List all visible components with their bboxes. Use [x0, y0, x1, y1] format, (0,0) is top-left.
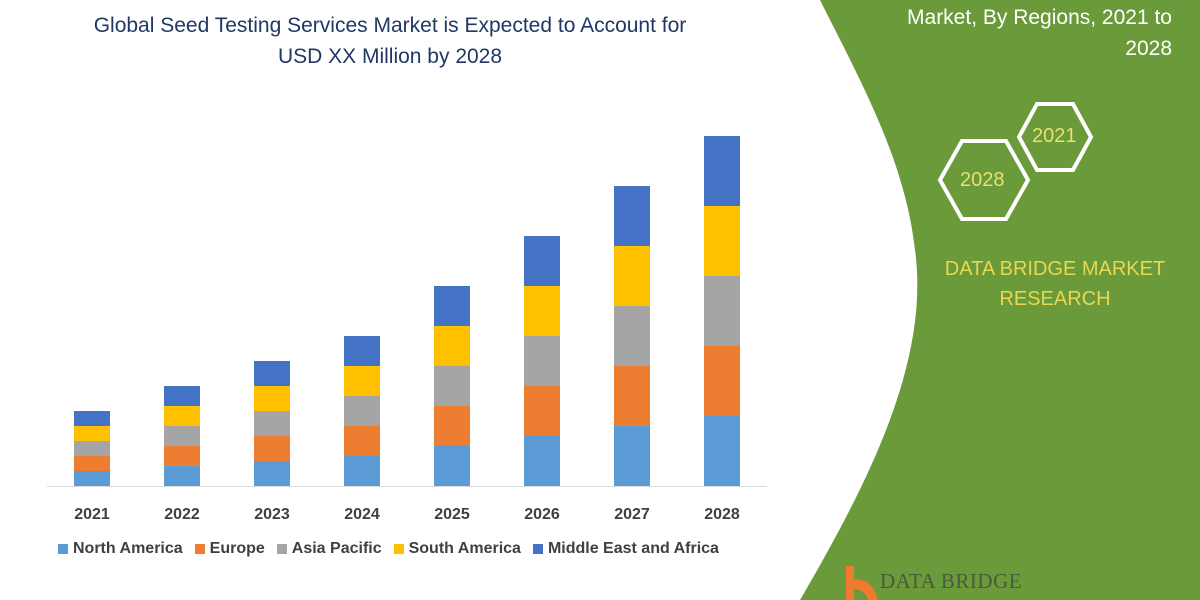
- legend-item: Europe: [194, 540, 265, 558]
- logo-text: DATA BRIDGE: [880, 569, 1023, 593]
- green-panel: [800, 0, 1200, 600]
- legend-swatch: [532, 544, 543, 554]
- bar-2028-asia-pacific: [704, 276, 740, 346]
- legend-swatch: [58, 544, 68, 554]
- bar-2026-europe: [524, 386, 560, 436]
- hexagon-2021: [1016, 102, 1094, 172]
- chart-title: Global Seed Testing Services Market is E…: [40, 10, 740, 72]
- bar-2023-south-america: [254, 386, 290, 411]
- x-tick-label: 2028: [704, 506, 740, 523]
- panel-title: Market, By Regions, 2021 to 2028: [852, 2, 1172, 64]
- bar-2023-europe: [254, 436, 290, 461]
- bar-2026-north-america: [524, 436, 560, 486]
- legend-swatch: [194, 544, 205, 554]
- legend: North America Europe Asia Pacific South Ame…: [58, 540, 719, 558]
- bar-2021-south-america: [74, 426, 110, 441]
- brand-line-1: DATA BRIDGE MARKET: [944, 258, 1166, 280]
- legend-label: Europe: [209, 540, 265, 557]
- bar-2027-south-america: [614, 246, 650, 306]
- bar-2027-europe: [614, 366, 650, 426]
- legend-item: Middle East and Africa: [532, 540, 719, 558]
- legend-label: North America: [73, 540, 183, 557]
- bar-2023-north-america: [254, 461, 290, 486]
- bar-2026-middle-east-and-africa: [524, 236, 560, 286]
- legend-item: South America: [393, 540, 521, 558]
- bar-2024-north-america: [344, 456, 380, 486]
- bar-2022-south-america: [164, 406, 200, 426]
- x-tick-label: 2024: [344, 506, 380, 523]
- bar-2022-north-america: [164, 466, 200, 486]
- legend-swatch: [393, 544, 404, 554]
- bar-2026-south-america: [524, 286, 560, 336]
- x-tick-label: 2026: [524, 506, 560, 523]
- bar-2025-middle-east-and-africa: [434, 286, 470, 326]
- bar-2022-asia-pacific: [164, 426, 200, 446]
- hex-label-2021: 2021: [1032, 125, 1077, 147]
- title-line-2: USD XX Million by 2028: [277, 45, 503, 68]
- bar-2025-north-america: [434, 446, 470, 486]
- bar-2022-europe: [164, 446, 200, 466]
- stacked-bar-chart: 2021 2022 2023 2024 2025 2026 2027 2028: [47, 136, 767, 523]
- bar-2024-europe: [344, 426, 380, 456]
- legend-swatch: [276, 544, 287, 554]
- brand-line-2: RESEARCH: [999, 288, 1111, 310]
- bar-2023-middle-east-and-africa: [254, 361, 290, 386]
- x-tick-label: 2022: [164, 506, 200, 523]
- bar-2028-europe: [704, 346, 740, 416]
- x-tick-label: 2023: [254, 506, 290, 523]
- title-line-1: Global Seed Testing Services Market is E…: [93, 14, 687, 37]
- bar-2027-asia-pacific: [614, 306, 650, 366]
- bar-2028-north-america: [704, 416, 740, 486]
- bar-2024-south-america: [344, 366, 380, 396]
- bar-2025-europe: [434, 406, 470, 446]
- bar-2025-asia-pacific: [434, 366, 470, 406]
- legend-label: Middle East and Africa: [547, 540, 719, 557]
- panel-title-line-1: Market, By Regions, 2021 to: [907, 6, 1172, 29]
- x-tick-label: 2027: [614, 506, 650, 523]
- brand-text: DATA BRIDGE MARKET RESEARCH: [920, 254, 1190, 314]
- legend-label: Asia Pacific: [291, 540, 382, 557]
- bar-2021-middle-east-and-africa: [74, 411, 110, 426]
- legend-item: North America: [58, 540, 183, 558]
- bar-2028-south-america: [704, 206, 740, 276]
- bar-2028-middle-east-and-africa: [704, 136, 740, 206]
- bar-2027-middle-east-and-africa: [614, 186, 650, 246]
- bar-2022-middle-east-and-africa: [164, 386, 200, 406]
- bar-2021-asia-pacific: [74, 441, 110, 456]
- logo-mark: [846, 566, 878, 600]
- bar-2026-asia-pacific: [524, 336, 560, 386]
- bar-2023-asia-pacific: [254, 411, 290, 436]
- x-tick-label: 2021: [74, 506, 110, 523]
- panel-title-line-2: 2028: [1125, 37, 1172, 60]
- hex-label-2028: 2028: [960, 169, 1005, 191]
- x-tick-label: 2025: [434, 506, 470, 523]
- bar-2024-middle-east-and-africa: [344, 336, 380, 366]
- legend-item: Asia Pacific: [276, 540, 382, 558]
- hexagon-2028: [937, 139, 1031, 221]
- bar-2021-north-america: [74, 471, 110, 486]
- bar-2027-north-america: [614, 426, 650, 486]
- bar-2025-south-america: [434, 326, 470, 366]
- bar-2021-europe: [74, 456, 110, 471]
- legend-label: South America: [408, 540, 521, 557]
- bar-2024-asia-pacific: [344, 396, 380, 426]
